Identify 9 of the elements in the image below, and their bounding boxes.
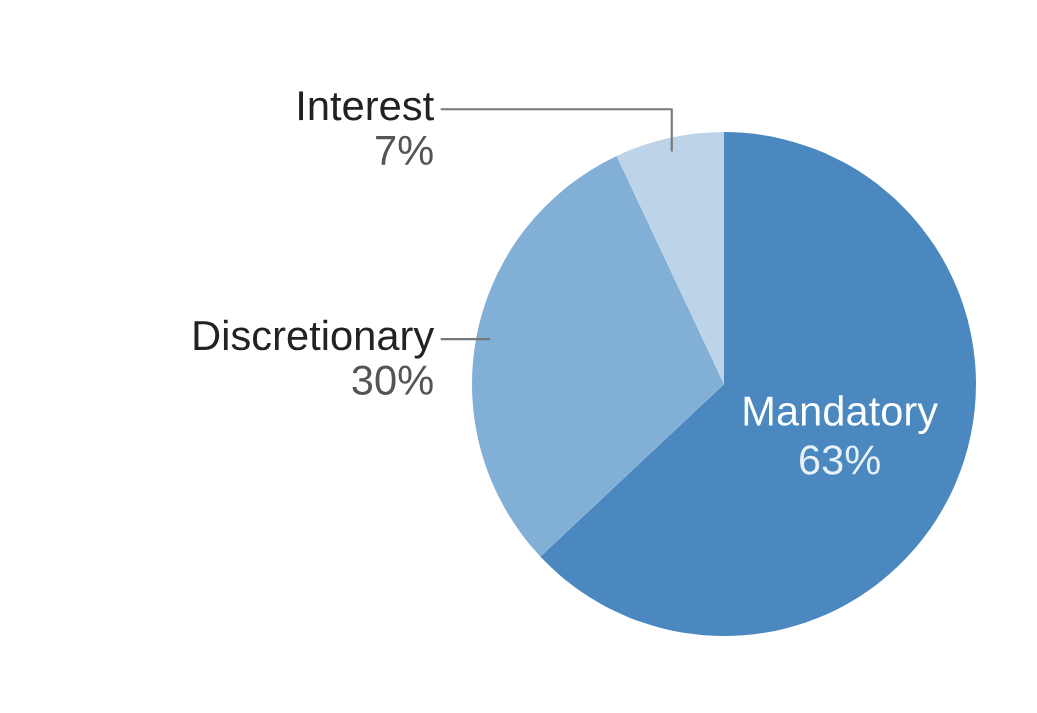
pie-slice xyxy=(540,132,976,636)
data-label: 63% xyxy=(800,445,880,475)
pie-slice xyxy=(472,155,724,557)
slice-label: Discretionary xyxy=(194,319,435,359)
slice-label: Interest xyxy=(299,91,434,121)
pie-slice xyxy=(616,132,724,384)
slice-label: Mandatory xyxy=(744,395,938,435)
data-label: 7% xyxy=(376,135,433,165)
data-label: 30% xyxy=(352,365,433,395)
